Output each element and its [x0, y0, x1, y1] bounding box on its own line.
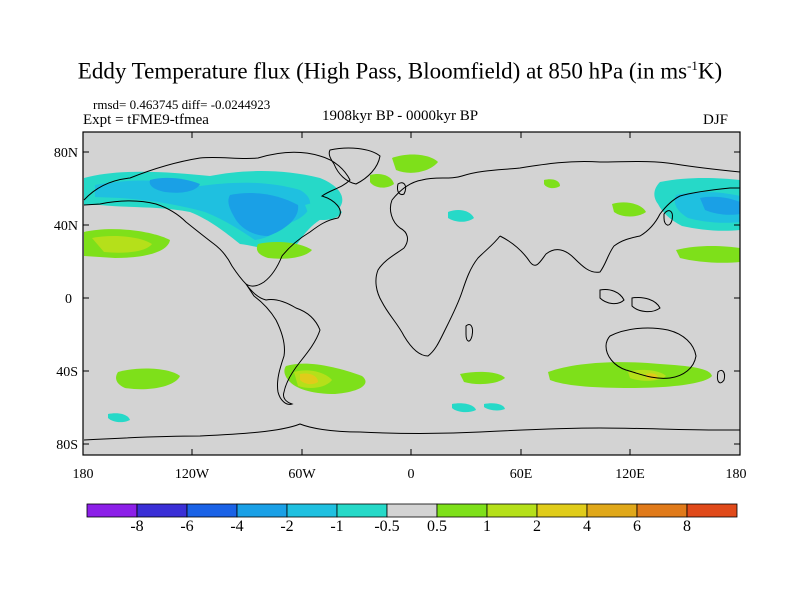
lon-label: 180 — [726, 467, 747, 482]
lat-label: 80S — [56, 438, 78, 453]
lon-label: 120E — [615, 467, 645, 482]
colorbar-swatch — [486, 503, 538, 518]
colorbar-label: 1 — [483, 518, 491, 535]
colorbar-label: 2 — [533, 518, 541, 535]
anomaly-region — [256, 242, 312, 259]
anomaly-region — [612, 202, 646, 217]
colorbar-swatch — [136, 503, 188, 518]
anomaly-region — [228, 193, 299, 236]
lon-label: 60W — [288, 467, 316, 482]
figure-title: Eddy Temperature flux (High Pass, Bloomf… — [77, 58, 723, 84]
anomaly-region — [92, 236, 152, 253]
lon-label: 180 — [73, 467, 94, 482]
anomaly-region — [460, 371, 505, 385]
anomaly-region — [392, 154, 438, 173]
colorbar-label: 6 — [633, 518, 641, 535]
anomaly-region — [448, 210, 474, 222]
lat-label: 80N — [54, 146, 78, 161]
period-label: 1908kyr BP - 0000kyr BP — [322, 108, 479, 124]
colorbar-label: 4 — [583, 518, 591, 535]
anomaly-region — [116, 368, 180, 390]
lon-label: 0 — [408, 467, 415, 482]
colorbar-label: -6 — [180, 518, 193, 535]
lat-label: 40N — [54, 219, 78, 234]
colorbar-swatch — [286, 503, 338, 518]
colorbar-swatch — [336, 503, 388, 518]
anomaly-region — [149, 177, 200, 193]
anomaly-region — [108, 413, 130, 423]
anomaly-region — [544, 179, 560, 189]
stats-label: rmsd= 0.463745 diff= -0.0244923 — [93, 97, 271, 112]
lon-label: 60E — [510, 467, 533, 482]
colorbar — [86, 503, 738, 518]
anomaly-region — [452, 403, 476, 413]
colorbar-label: -4 — [230, 518, 243, 535]
colorbar-swatch — [636, 503, 688, 518]
anomaly-region — [305, 202, 342, 220]
colorbar-label: 0.5 — [427, 518, 447, 535]
colorbar-swatch — [436, 503, 488, 518]
lat-label: 40S — [56, 365, 78, 380]
colorbar-swatch — [536, 503, 588, 518]
lon-label: 120W — [175, 467, 210, 482]
lat-label: 0 — [65, 292, 72, 307]
colorbar-label: -2 — [280, 518, 293, 535]
colorbar-labels: -8 -6 -4 -2 -1 -0.5 0.5 1 2 4 6 8 — [130, 518, 691, 535]
axis-ticks — [82, 132, 741, 455]
colorbar-swatch — [386, 503, 438, 518]
colorbar-label: -8 — [130, 518, 143, 535]
anomaly-fill — [84, 154, 740, 423]
anomaly-region — [300, 373, 318, 385]
season-label: DJF — [703, 112, 729, 128]
colorbar-swatch — [236, 503, 288, 518]
colorbar-label: -1 — [330, 518, 343, 535]
experiment-label: Expt = tFME9-tfmea — [83, 112, 209, 128]
colorbar-swatch — [586, 503, 638, 518]
colorbar-swatch — [686, 503, 738, 518]
colorbar-label: -0.5 — [374, 518, 399, 535]
colorbar-swatch — [186, 503, 238, 518]
anomaly-region — [700, 196, 740, 215]
anomaly-region — [484, 403, 505, 411]
coastlines — [83, 147, 741, 441]
anomaly-region — [370, 174, 394, 188]
colorbar-label: 8 — [683, 518, 691, 535]
colorbar-swatch — [86, 503, 138, 518]
anomaly-region — [676, 246, 740, 263]
